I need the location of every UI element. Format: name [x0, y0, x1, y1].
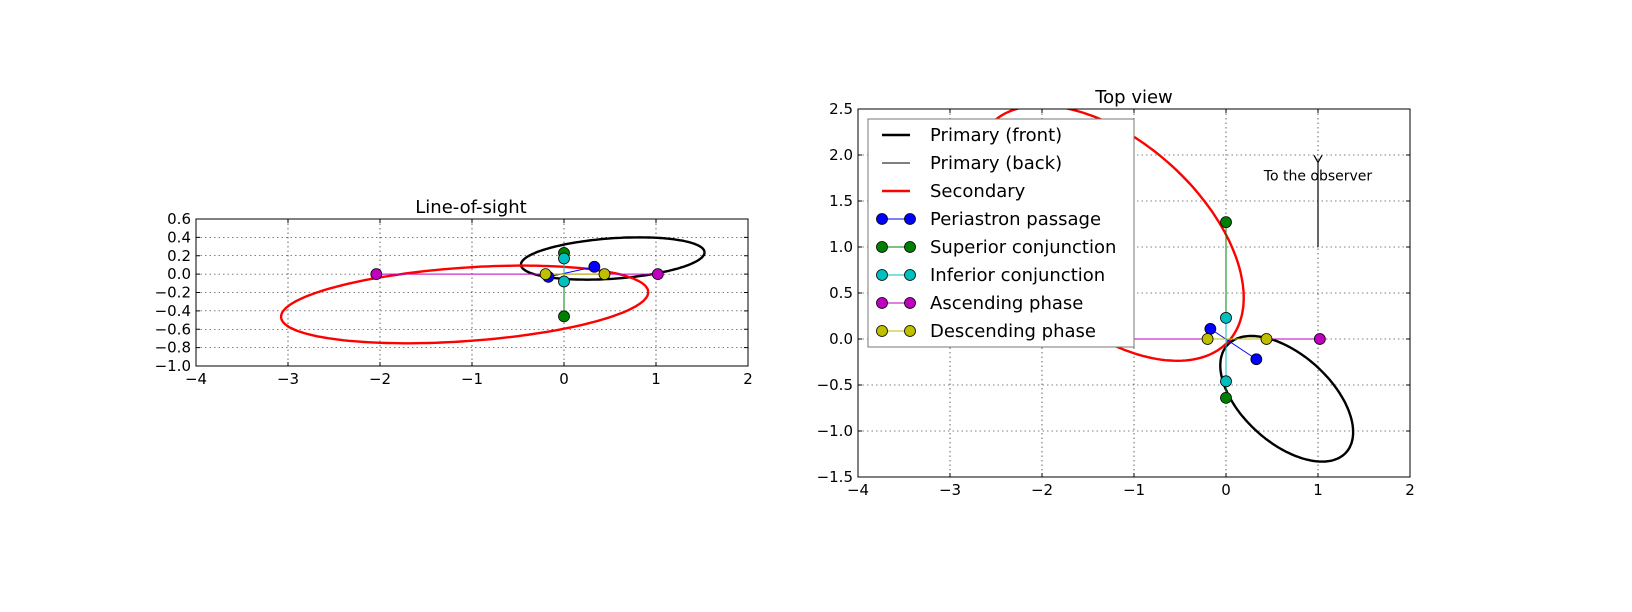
- top-view-ascending-phase-marker: [1313, 333, 1326, 345]
- line-of-sight-ytick-label: −0.2: [155, 284, 191, 302]
- top-view-periastron-passage-marker: [1204, 322, 1217, 335]
- top-view-ytick-label: 1.0: [829, 238, 853, 256]
- top-view-descending-phase-marker: [1201, 333, 1214, 345]
- top-view-ytick-label: 0.0: [829, 330, 853, 348]
- observer-arrow-head: [1313, 155, 1323, 164]
- line-of-sight-ytick-label: −0.4: [155, 302, 191, 320]
- top-view-xtick-label: −4: [847, 481, 869, 499]
- top-view-axes: Top view −4 −3 −2 −1 0 1 2 −1.5 −1.0 −0.5 0.0 0.5 1.…: [817, 87, 1415, 499]
- legend-swatch-ascending-phase: [876, 297, 916, 309]
- top-view-legend: Primary (front) Primary (back) Secondary Pe…: [867, 118, 1135, 348]
- top-view-superior-conjunction-marker: [1220, 216, 1232, 229]
- line-of-sight-ytick-label: 0.0: [167, 265, 191, 283]
- line-of-sight-inferior-conjunction-marker: [558, 252, 570, 265]
- line-of-sight-xtick-label: −3: [277, 370, 299, 388]
- line-of-sight-plot-area: [279, 236, 706, 345]
- top-view-xtick-label: −1: [1123, 481, 1145, 499]
- line-of-sight-ytick-label: −0.6: [155, 320, 191, 338]
- observer-annotation: To the observer: [1263, 168, 1373, 184]
- top-view-inferior-conjunction-marker: [1220, 375, 1232, 388]
- top-view-xtick-label: 1: [1313, 481, 1323, 499]
- legend-swatch-descending-phase: [876, 325, 916, 337]
- line-of-sight-descending-phase-marker: [539, 268, 552, 281]
- top-view-xtick-label: 0: [1221, 481, 1231, 499]
- top-view-legend-box: [867, 118, 1135, 348]
- legend-label-secondary: Secondary: [930, 181, 1026, 202]
- top-view-ytick-label: −0.5: [817, 376, 853, 394]
- legend-swatch-inferior-conjunction: [876, 269, 916, 281]
- line-of-sight-xtick-label: −2: [369, 370, 391, 388]
- legend-label-periastron-passage: Periastron passage: [930, 209, 1101, 230]
- top-view-frame: [857, 108, 1411, 478]
- line-of-sight-inferior-conjunction-marker: [558, 275, 570, 288]
- top-view-ytick-label: −1.5: [817, 468, 853, 486]
- legend-label-descending-phase: Descending phase: [930, 321, 1096, 342]
- top-view-ytick-label: −1.0: [817, 422, 853, 440]
- legend-label-superior-conjunction: Superior conjunction: [930, 237, 1116, 258]
- top-view-title: Top view: [1094, 87, 1173, 108]
- top-view-ytick-label: 2.0: [829, 146, 853, 164]
- legend-label-inferior-conjunction: Inferior conjunction: [930, 265, 1105, 286]
- legend-swatch-superior-conjunction: [876, 241, 916, 253]
- line-of-sight-superior-conjunction-marker: [558, 310, 570, 323]
- line-of-sight-frame: [195, 218, 749, 367]
- line-of-sight-xtick-label: −1: [461, 370, 483, 388]
- top-view-inferior-conjunction-marker: [1220, 311, 1232, 324]
- legend-label-ascending-phase: Ascending phase: [930, 293, 1083, 314]
- line-of-sight-title: Line-of-sight: [415, 197, 526, 218]
- line-of-sight-descending-phase-marker: [598, 268, 611, 281]
- line-of-sight-xtick-label: −4: [185, 370, 207, 388]
- legend-swatch-periastron-passage: [876, 213, 916, 225]
- top-view-periastron-passage-marker: [1250, 353, 1263, 366]
- top-view-ytick-label: 1.5: [829, 192, 853, 210]
- top-view-periastron-passage-line: [1210, 328, 1257, 360]
- top-view-ytick-label: 2.5: [829, 100, 853, 118]
- top-view-ticks: −4 −3 −2 −1 0 1 2 −1.5 −1.0 −0.5 0.0 0.5 1.0 1.5 2.0 2.…: [817, 100, 1415, 499]
- line-of-sight-ytick-label: 0.6: [167, 210, 191, 228]
- line-of-sight-ascending-phase-marker: [370, 268, 383, 281]
- line-of-sight-grid: [196, 219, 748, 366]
- top-view-superior-conjunction-marker: [1220, 391, 1232, 404]
- line-of-sight-xtick-label: 0: [559, 370, 569, 388]
- line-of-sight-ytick-label: 0.4: [167, 228, 191, 246]
- legend-label-primary-back-: Primary (back): [930, 153, 1062, 174]
- top-view-xtick-label: −2: [1031, 481, 1053, 499]
- line-of-sight-ytick-label: 0.2: [167, 247, 191, 265]
- line-of-sight-periastron-passage-line: [548, 266, 595, 278]
- line-of-sight-xtick-label: 2: [743, 370, 753, 388]
- line-of-sight-ascending-phase-marker: [651, 268, 664, 281]
- line-of-sight-ticks: −4 −3 −2 −1 0 1 2 0.60.40.20.0−0.2−0.4−0.6−0.8−…: [155, 210, 753, 388]
- top-view-xtick-label: −3: [939, 481, 961, 499]
- line-of-sight-ytick-label: −0.8: [155, 339, 191, 357]
- line-of-sight-periastron-passage-marker: [588, 260, 601, 273]
- top-view-ytick-label: 0.5: [829, 284, 853, 302]
- line-of-sight-ytick-label: −1.0: [155, 357, 191, 375]
- top-view-primary-orbit: [1219, 334, 1355, 463]
- line-of-sight-xtick-label: 1: [651, 370, 661, 388]
- top-view-xtick-label: 2: [1405, 481, 1415, 499]
- line-of-sight-axes: Line-of-sight −4 −3 −2 −1 0 1 20.60.40.20.0−0.…: [155, 197, 753, 388]
- legend-label-primary-front-: Primary (front): [930, 125, 1062, 146]
- top-view-descending-phase-marker: [1260, 333, 1273, 345]
- line-of-sight-secondary-orbit: [279, 264, 650, 345]
